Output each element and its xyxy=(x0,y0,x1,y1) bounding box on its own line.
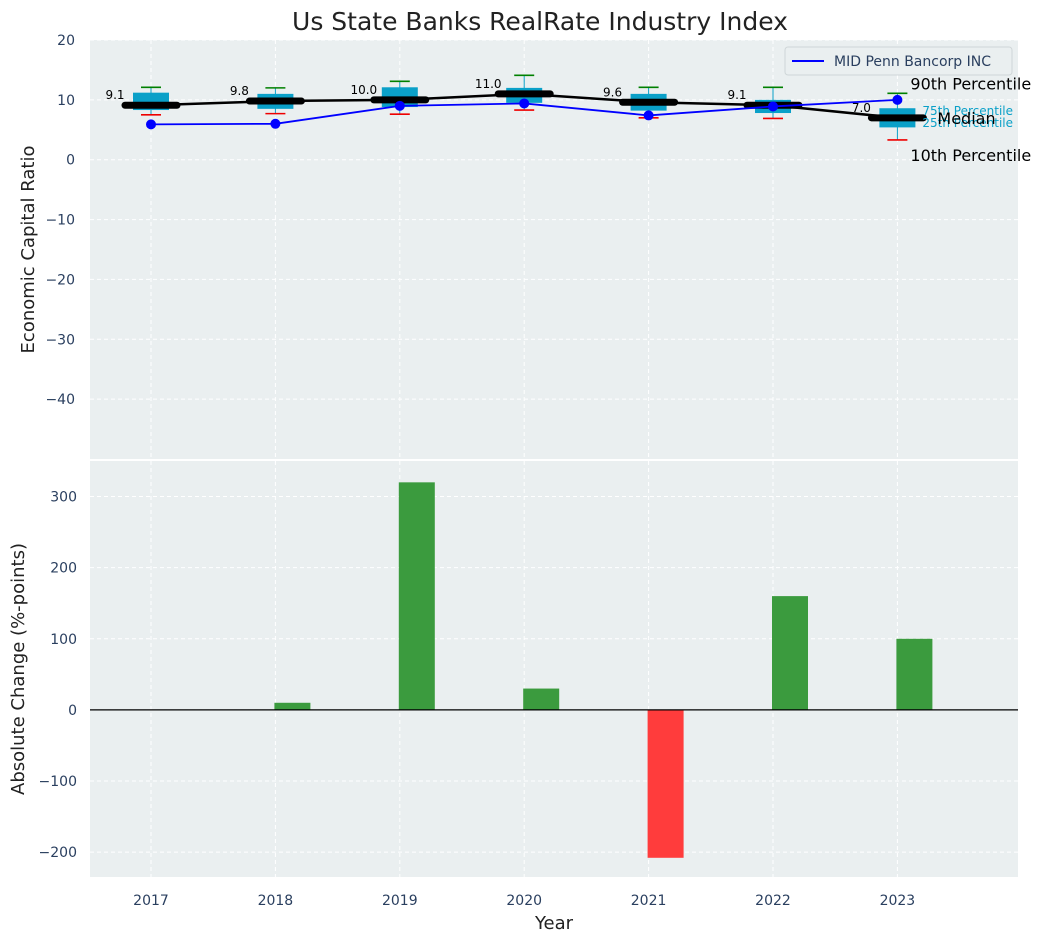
series-point xyxy=(768,101,778,112)
legend-box xyxy=(784,46,1013,76)
top-chart-panel: 20 10 0 −10 −20 −30 −40 9.1 9.8 10.0 11.0 9.6 9.1 7.… xyxy=(18,7,1031,459)
bottom-y-ticks: 300 200 100 0 −100 −200 xyxy=(39,490,77,862)
series-point xyxy=(892,94,903,105)
bar-2023 xyxy=(896,638,933,710)
chart-title: Us State Banks RealRate Industry Index xyxy=(292,7,788,36)
y-tick-label: −10 xyxy=(45,213,75,229)
x-tick-label: 2023 xyxy=(880,893,916,909)
y-tick-label: 0 xyxy=(66,153,75,169)
bar-2018 xyxy=(274,702,311,710)
legend-label: MID Penn Bancorp INC xyxy=(834,54,991,70)
bar-2019 xyxy=(398,482,435,710)
y-tick-label: −20 xyxy=(45,272,75,288)
annotation-median: Median xyxy=(937,109,995,128)
y-tick-label: 10 xyxy=(57,93,75,109)
series-point xyxy=(146,119,156,130)
top-y-axis-label: Economic Capital Ratio xyxy=(18,146,39,354)
x-tick-label: 2022 xyxy=(755,893,791,909)
y-tick-label: 20 xyxy=(57,33,75,49)
median-label: 9.8 xyxy=(230,84,249,98)
y-tick-label: −100 xyxy=(39,774,77,790)
x-tick-label: 2018 xyxy=(258,893,294,909)
bottom-y-axis-label: Absolute Change (%-points) xyxy=(8,543,29,795)
series-point xyxy=(270,118,281,129)
bar-2021 xyxy=(647,709,684,858)
y-tick-label: 100 xyxy=(50,632,77,648)
x-tick-label: 2021 xyxy=(631,893,667,909)
series-point xyxy=(394,100,405,111)
annotation-p75: 75th Percentile xyxy=(922,104,1013,118)
bar-2020 xyxy=(523,688,560,710)
bottom-plot-area xyxy=(90,461,1018,877)
top-y-ticks: 20 10 0 −10 −20 −30 −40 xyxy=(45,33,75,408)
change-bars xyxy=(90,482,1018,858)
company-series xyxy=(146,94,903,130)
x-tick-label: 2019 xyxy=(382,893,418,909)
top-gridlines xyxy=(90,39,1018,459)
annotation-p25: 25th Percentile xyxy=(922,116,1013,130)
top-plot-area xyxy=(90,40,1018,459)
x-tick-label: 2017 xyxy=(133,893,169,909)
legend: MID Penn Bancorp INC xyxy=(784,46,1013,76)
x-axis-label: Year xyxy=(534,913,574,934)
annotation-p10: 10th Percentile xyxy=(910,146,1031,165)
median-label: 7.0 xyxy=(852,101,871,115)
y-tick-label: 200 xyxy=(50,561,77,577)
series-point xyxy=(643,110,654,121)
series-point xyxy=(519,98,530,109)
y-tick-label: −200 xyxy=(39,845,77,861)
y-tick-label: 300 xyxy=(50,490,77,506)
median-label: 11.0 xyxy=(475,77,502,91)
x-ticks: 2017 2018 2019 2020 2021 2022 2023 xyxy=(133,893,915,909)
bar-2022 xyxy=(772,596,808,710)
median-label: 9.6 xyxy=(603,85,622,99)
median-label: 10.0 xyxy=(350,83,377,97)
y-tick-label: 0 xyxy=(68,703,77,719)
annotation-p90: 90th Percentile xyxy=(910,74,1031,93)
y-tick-label: −40 xyxy=(45,392,75,408)
y-tick-label: −30 xyxy=(45,332,75,348)
median-label: 9.1 xyxy=(105,88,124,102)
x-tick-label: 2020 xyxy=(506,893,542,909)
median-label: 9.1 xyxy=(727,88,746,102)
